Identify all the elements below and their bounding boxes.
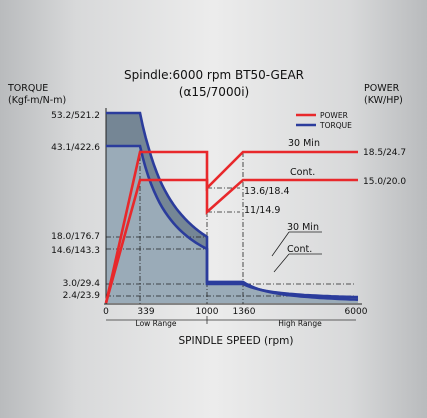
x-axis-title: SPINDLE SPEED (rpm) bbox=[179, 335, 294, 347]
power-30min-label: 30 Min bbox=[288, 138, 320, 149]
chart-title: Spindle:6000 rpm BT50-GEAR bbox=[124, 68, 304, 82]
torque-tick-label: 43.1/422.6 bbox=[51, 143, 100, 153]
torque-tick-label: 2.4/23.9 bbox=[63, 291, 101, 301]
leader-line bbox=[271, 231, 290, 257]
torque-30min-label: 30 Min bbox=[287, 222, 319, 233]
power-dip-30min-label: 13.6/18.4 bbox=[244, 186, 290, 197]
torque-tick-label: 53.2/521.2 bbox=[51, 111, 100, 121]
x-tick-label: 339 bbox=[137, 307, 154, 317]
legend-power-label: POWER bbox=[320, 111, 348, 120]
power-tick-label: 15.0/20.0 bbox=[363, 177, 406, 187]
torque-cont-label: Cont. bbox=[287, 244, 312, 255]
power-dip-cont-label: 11/14.9 bbox=[244, 205, 280, 216]
legend-torque-label: TORQUE bbox=[319, 121, 352, 130]
right-axis-title: POWER bbox=[364, 83, 400, 94]
x-tick-label: 1360 bbox=[233, 307, 256, 317]
torque-cont-line bbox=[106, 144, 359, 299]
power-tick-label: 18.5/24.7 bbox=[363, 148, 406, 158]
x-tick-label: 0 bbox=[103, 307, 109, 317]
torque-band-fill bbox=[106, 113, 358, 300]
power-cont-label: Cont. bbox=[290, 167, 315, 178]
x-tick-label: 1000 bbox=[196, 307, 219, 317]
right-axis-unit: (KW/HP) bbox=[364, 95, 403, 106]
low-range-label: Low Range bbox=[136, 319, 177, 328]
chart-subtitle: (α15/7000i) bbox=[179, 85, 249, 99]
torque-area-fill bbox=[106, 113, 358, 303]
left-axis-unit: (Kgf-m/N-m) bbox=[8, 95, 66, 106]
leader-line bbox=[273, 253, 290, 273]
torque-30min-line bbox=[106, 111, 359, 301]
power-30min-line bbox=[104, 150, 358, 304]
x-tick-label: 6000 bbox=[345, 307, 368, 317]
high-range-label: High Range bbox=[278, 319, 322, 328]
torque-tick-label: 14.6/143.3 bbox=[51, 246, 100, 256]
torque-tick-label: 3.0/29.4 bbox=[63, 279, 101, 289]
left-axis-title: TORQUE bbox=[7, 83, 48, 94]
power-cont-line bbox=[104, 178, 358, 304]
torque-tick-label: 18.0/176.7 bbox=[51, 232, 100, 242]
